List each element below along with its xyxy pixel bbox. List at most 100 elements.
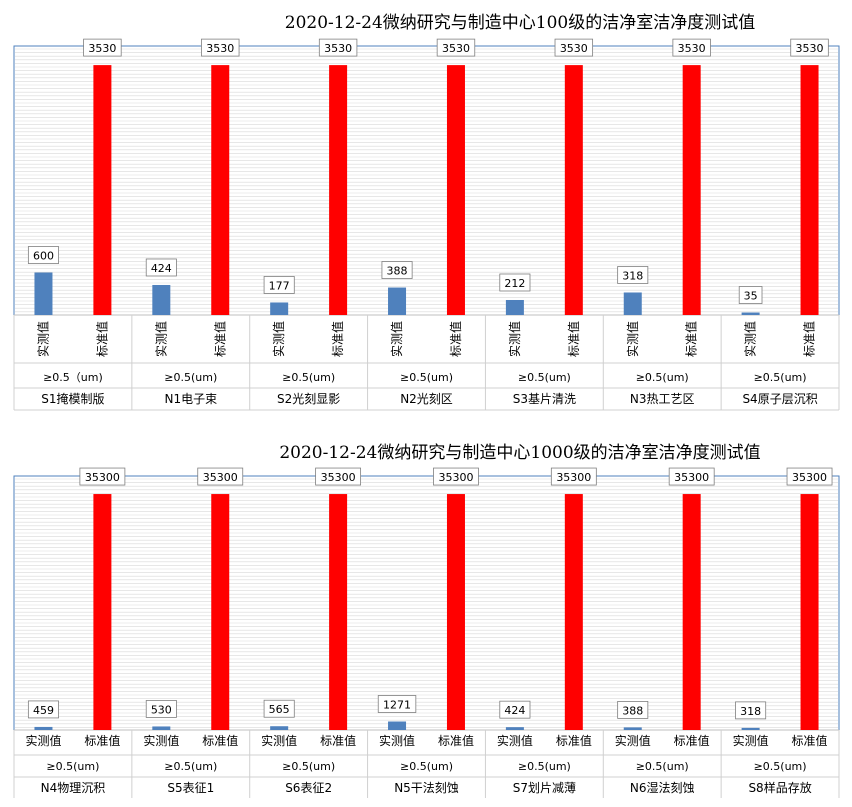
bar-standard — [93, 494, 112, 730]
series-label: 实测值 — [615, 733, 651, 748]
bar-standard — [800, 65, 819, 315]
data-label-box — [263, 276, 295, 294]
room-name-label: S3基片清洗 — [513, 392, 576, 406]
bar-measured — [152, 726, 171, 730]
chart-1000-class-svg: 459 35300 实测值 标准值 ≥0.5(um) N4物理沉积 530 35300 实测值 标… — [13, 467, 840, 798]
particle-size-label: ≥0.5（um) — [43, 371, 103, 384]
series-label: 标准值 — [330, 321, 345, 357]
chart-1000-class: 459 35300 实测值 标准值 ≥0.5(um) N4物理沉积 530 35300 实测值 标… — [0, 428, 852, 807]
data-label-box — [263, 699, 295, 718]
bar-standard — [329, 494, 348, 730]
bar-measured — [270, 726, 289, 730]
room-name-label: S6表征2 — [285, 781, 332, 795]
data-label: 600 — [33, 250, 54, 263]
data-label: 212 — [504, 277, 525, 290]
data-label: 3530 — [796, 42, 824, 55]
chart-100-class: 600 3530 实测值 标准值 ≥0.5（um) S1掩模制版 424 3530 实测值 标准值… — [13, 13, 840, 411]
particle-size-label: ≥0.5(um) — [636, 760, 689, 773]
data-label: 318 — [622, 269, 643, 282]
data-label: 388 — [387, 265, 408, 278]
data-label-box — [27, 246, 59, 264]
data-label-box — [554, 38, 594, 57]
series-label: 标准值 — [674, 733, 710, 748]
data-label: 388 — [622, 704, 643, 717]
chart-title: 2020-12-24微纳研究与制造中心100级的洁净室洁净度测试值 — [284, 13, 756, 33]
particle-size-label: ≥0.5(um) — [164, 760, 217, 773]
room-name-label: N3热工艺区 — [630, 392, 695, 406]
series-label: 实测值 — [389, 321, 404, 357]
series-label: 标准值 — [212, 321, 227, 357]
room-name-label: N4物理沉积 — [41, 781, 106, 795]
bar-measured — [34, 726, 53, 730]
series-label: 标准值 — [792, 733, 828, 748]
data-label-box — [79, 467, 126, 486]
series-label: 实测值 — [497, 733, 533, 748]
bar-measured — [623, 292, 642, 315]
series-label: 实测值 — [733, 733, 769, 748]
particle-size-label: ≥0.5(um) — [754, 760, 807, 773]
data-label-box — [790, 38, 829, 57]
room-name-label: S1掩模制版 — [41, 392, 104, 406]
data-label: 3530 — [324, 42, 352, 55]
data-label-box — [499, 700, 531, 719]
data-label: 1271 — [383, 699, 411, 712]
data-label: 35300 — [321, 471, 356, 484]
series-label: 实测值 — [625, 321, 640, 357]
data-label-box — [617, 266, 649, 284]
bar-standard — [564, 65, 583, 315]
particle-size-label: ≥0.5(um) — [282, 760, 335, 773]
bar-standard — [682, 65, 701, 315]
particle-size-label: ≥0.5(um) — [164, 371, 217, 384]
plot-area — [13, 475, 840, 731]
series-label: 实测值 — [743, 321, 758, 357]
chart-title: 2020-12-24微纳研究与制造中心1000级的洁净室洁净度测试值 — [279, 443, 761, 463]
series-label: 标准值 — [84, 733, 120, 748]
data-label: 3530 — [442, 42, 470, 55]
data-label-box — [436, 38, 476, 57]
bar-measured — [505, 299, 524, 315]
room-name-label: S4原子层沉积 — [742, 392, 817, 406]
bar-standard — [564, 494, 583, 730]
series-label: 标准值 — [320, 733, 356, 748]
data-label-box — [617, 701, 649, 719]
bar-standard — [800, 494, 819, 730]
data-label: 35300 — [674, 471, 709, 484]
data-label-box — [668, 467, 715, 486]
bar-measured — [270, 302, 289, 315]
bar-standard — [682, 494, 701, 730]
series-label: 实测值 — [507, 321, 522, 357]
data-label: 3530 — [88, 42, 116, 55]
particle-size-label: ≥0.5(um) — [46, 760, 99, 773]
particle-size-label: ≥0.5(um) — [518, 760, 571, 773]
data-label: 424 — [151, 262, 172, 275]
data-label-box — [433, 467, 479, 486]
room-name-label: S2光刻显影 — [277, 392, 340, 406]
series-label: 标准值 — [566, 321, 581, 357]
series-label: 标准值 — [684, 321, 699, 357]
data-label: 3530 — [206, 42, 234, 55]
series-label: 标准值 — [802, 321, 817, 357]
bar-measured — [623, 727, 642, 730]
data-label-box — [145, 700, 177, 718]
series-label: 实测值 — [25, 733, 61, 748]
bar-standard — [93, 65, 112, 315]
data-label: 35300 — [203, 471, 238, 484]
bar-standard — [446, 494, 465, 730]
data-label-box — [672, 38, 711, 57]
series-label: 实测值 — [35, 321, 50, 357]
particle-size-label: ≥0.5(um) — [518, 371, 571, 384]
room-name-label: S8样品存放 — [748, 780, 811, 795]
data-label-box — [735, 701, 767, 720]
particle-size-label: ≥0.5(um) — [400, 371, 453, 384]
data-label-box — [377, 695, 417, 713]
bar-measured — [388, 287, 407, 315]
data-label-box — [499, 273, 531, 292]
data-label-box — [318, 38, 358, 57]
data-label: 35300 — [85, 471, 120, 484]
series-label: 标准值 — [202, 733, 238, 748]
data-label: 35300 — [792, 471, 827, 484]
data-label: 565 — [269, 703, 290, 716]
bar-standard — [211, 494, 230, 730]
bar-standard — [446, 65, 465, 315]
series-label: 实测值 — [143, 733, 179, 748]
